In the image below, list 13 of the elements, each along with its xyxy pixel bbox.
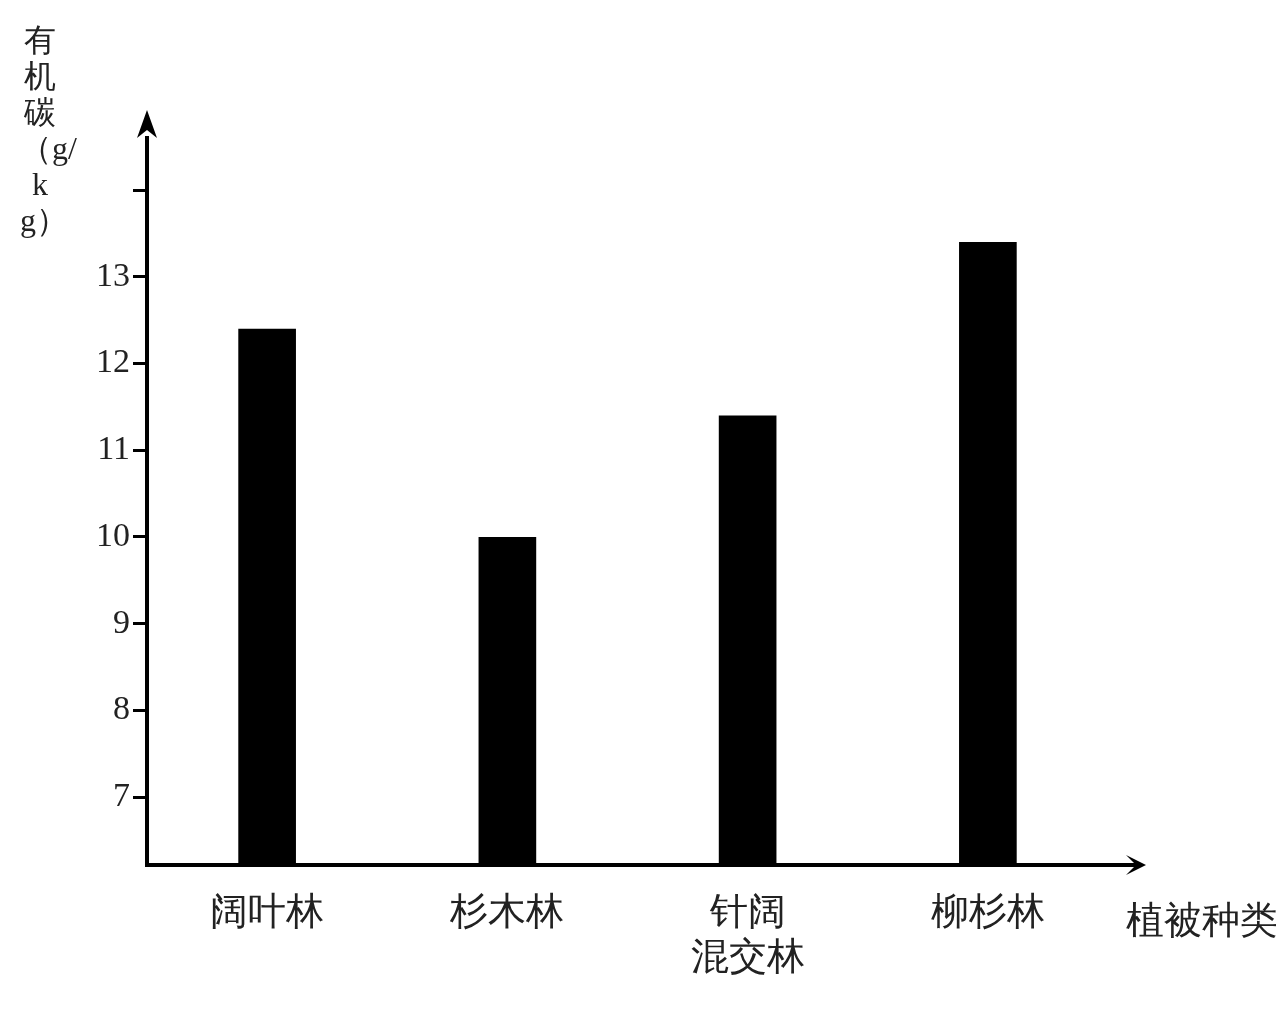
y-tick-label: 11 xyxy=(97,429,130,467)
x-tick-label: 阔叶林 xyxy=(210,889,325,932)
y-tick-label: 13 xyxy=(96,255,130,293)
y-tick-label: 8 xyxy=(113,689,130,727)
x-tick-label: 柳杉林 xyxy=(930,889,1045,932)
x-axis-title: 植被种类 xyxy=(1126,897,1276,943)
y-tick-label: 12 xyxy=(96,342,130,380)
x-tick-label: 针阔混交林 xyxy=(690,889,805,978)
y-axis-title: 有机碳（g/kg） xyxy=(20,22,77,238)
y-tick-label: 9 xyxy=(113,602,130,640)
x-tick-label: 杉木林 xyxy=(449,889,565,932)
y-tick-label: 10 xyxy=(96,515,130,553)
y-tick-label: 7 xyxy=(113,776,130,814)
